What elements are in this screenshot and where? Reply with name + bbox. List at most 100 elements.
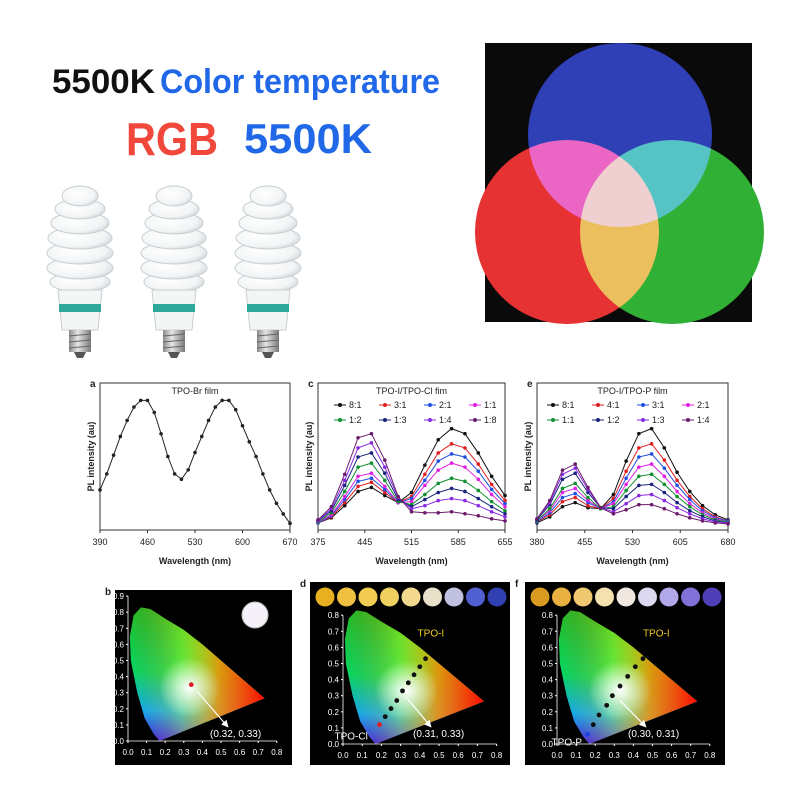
- data-point: [423, 463, 427, 467]
- x-tick-label: 0.6: [234, 748, 246, 757]
- data-point: [503, 515, 507, 519]
- data-point: [611, 511, 616, 516]
- data-point: [637, 465, 641, 469]
- x-tick-label: 0.0: [122, 748, 134, 757]
- data-point: [547, 498, 552, 503]
- data-point: [436, 510, 441, 515]
- data-point: [675, 478, 679, 483]
- series-line: [536, 472, 729, 524]
- data-point: [274, 501, 279, 506]
- data-point: [423, 492, 427, 497]
- data-point: [624, 507, 628, 512]
- data-point: [186, 468, 191, 472]
- data-point: [649, 502, 654, 507]
- data-point: [624, 459, 628, 463]
- legend-label: 8:1: [349, 400, 362, 410]
- data-point: [675, 470, 679, 475]
- data-point: [396, 494, 400, 499]
- chromaticity-point: [640, 656, 646, 662]
- data-point: [132, 405, 136, 409]
- chromaticity-point: [417, 664, 423, 670]
- legend-marker: [686, 418, 690, 422]
- legend-label: 1:1: [562, 415, 575, 425]
- legend-label: 2:1: [697, 400, 710, 410]
- panel-letter: a: [90, 379, 96, 390]
- data-point: [624, 482, 628, 487]
- data-point: [489, 474, 494, 479]
- emission-sample: [241, 601, 269, 629]
- annotation: (0.31, 0.33): [413, 729, 464, 740]
- data-point: [369, 441, 374, 445]
- data-point: [342, 478, 347, 483]
- sample-swatch: [638, 587, 657, 607]
- x-tick-label: 0.8: [491, 751, 503, 760]
- x-tick-label: 0.6: [453, 751, 465, 760]
- legend-marker: [338, 418, 342, 422]
- data-point: [449, 486, 454, 491]
- y-tick-label: 0.0: [542, 740, 554, 749]
- sample-swatch: [616, 587, 636, 607]
- legend-label: 1:2: [349, 415, 362, 425]
- data-point: [586, 485, 590, 490]
- data-point: [649, 492, 654, 497]
- data-point: [503, 511, 507, 516]
- data-point: [436, 481, 441, 486]
- data-point: [688, 504, 692, 509]
- data-point: [662, 482, 667, 487]
- data-point: [369, 485, 374, 490]
- y-tick-label: 0.3: [328, 692, 340, 701]
- data-point: [356, 489, 360, 494]
- data-point: [662, 506, 667, 511]
- data-point: [573, 500, 577, 505]
- y-axis-label: PL intensity (au): [523, 422, 533, 492]
- y-tick-label: 0.7: [542, 627, 554, 636]
- sample-swatch: [358, 587, 378, 607]
- x-tick-label: 0.5: [215, 748, 227, 757]
- series-line: [536, 463, 729, 523]
- legend-marker: [383, 418, 387, 422]
- y-tick-label: 0.6: [328, 643, 340, 652]
- data-point: [560, 486, 565, 491]
- data-point: [342, 500, 347, 505]
- data-point: [463, 511, 467, 516]
- data-point: [356, 484, 360, 489]
- data-point: [193, 450, 197, 455]
- legend-marker: [686, 403, 690, 407]
- data-point: [624, 476, 628, 481]
- chart-title: TPO-Br film: [172, 386, 219, 396]
- data-point: [436, 437, 441, 442]
- data-point: [254, 454, 258, 459]
- data-point: [611, 501, 616, 506]
- data-point: [369, 451, 374, 455]
- data-point: [423, 478, 427, 483]
- sample-swatch: [552, 587, 571, 607]
- data-point: [489, 492, 494, 497]
- data-point: [166, 454, 170, 459]
- y-tick-label: 0.9: [113, 592, 125, 601]
- x-tick-label: 585: [451, 537, 466, 547]
- data-point: [382, 490, 387, 495]
- x-tick-label: 0.2: [160, 748, 172, 757]
- data-point: [111, 453, 116, 457]
- data-point: [476, 462, 481, 466]
- data-point: [503, 504, 507, 509]
- data-point: [423, 510, 427, 515]
- data-point: [227, 398, 231, 403]
- x-tick-label: 0.3: [178, 748, 190, 757]
- y-tick-label: 0.1: [328, 724, 340, 733]
- data-point: [586, 498, 590, 503]
- data-point: [342, 497, 347, 502]
- y-tick-label: 0.4: [328, 676, 340, 685]
- bulb: [46, 185, 114, 359]
- data-point: [449, 426, 454, 431]
- end-label: TPO-I: [643, 629, 670, 640]
- x-tick-label: 530: [625, 537, 640, 547]
- data-point: [369, 461, 374, 465]
- data-point: [369, 471, 374, 476]
- data-point: [342, 503, 347, 508]
- data-point: [369, 480, 374, 485]
- data-point: [463, 455, 467, 459]
- data-point: [145, 398, 150, 403]
- x-tick-label: 0.5: [433, 751, 445, 760]
